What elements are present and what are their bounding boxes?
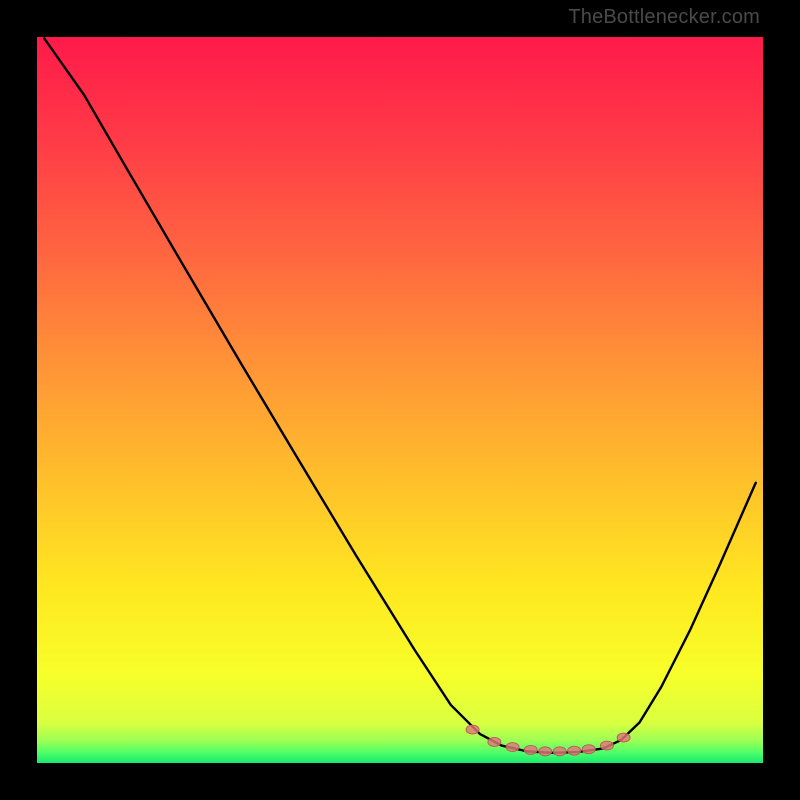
curve-layer: [37, 37, 763, 763]
plot-area: [37, 37, 763, 763]
marker-point: [600, 741, 613, 750]
watermark-text: TheBottlenecker.com: [568, 6, 760, 29]
marker-point: [506, 743, 519, 752]
marker-point: [568, 746, 581, 755]
marker-point: [466, 725, 479, 734]
marker-point: [582, 745, 595, 754]
optimal-range-markers: [466, 725, 630, 756]
marker-point: [553, 747, 566, 756]
chart-frame: TheBottlenecker.com: [0, 0, 800, 800]
marker-point: [488, 737, 501, 746]
marker-point: [617, 733, 630, 742]
marker-point: [539, 747, 552, 756]
marker-point: [524, 745, 537, 754]
bottleneck-curve: [44, 38, 755, 752]
